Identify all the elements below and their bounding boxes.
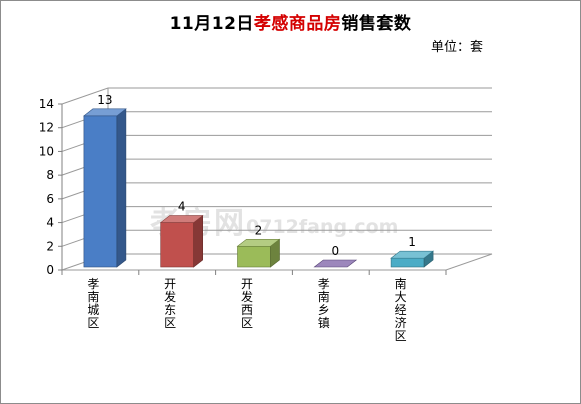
- gridline: [61, 182, 492, 200]
- bar: [159, 214, 204, 268]
- gridline: [61, 111, 492, 129]
- y-tick-label: 6: [46, 192, 54, 206]
- bars: [83, 108, 434, 268]
- y-tick-label: 0: [46, 263, 54, 277]
- bar-top: [83, 108, 127, 117]
- category-label: 孝南乡镇: [317, 277, 330, 330]
- title-suffix: 销售套数: [341, 14, 412, 34]
- bar-side: [116, 108, 127, 268]
- bar-top: [236, 238, 281, 247]
- data-label: 0: [331, 244, 339, 258]
- bar: [83, 108, 127, 268]
- y-tick-label: 2: [46, 239, 54, 253]
- bar-front: [160, 222, 194, 268]
- title-prefix: 11月12日: [169, 14, 254, 34]
- gridline: [61, 206, 492, 224]
- bar-top: [313, 259, 358, 268]
- bar-top: [159, 215, 204, 223]
- gridline: [61, 158, 492, 176]
- data-labels: 13 4 2 0 1: [97, 93, 416, 258]
- bar: [390, 250, 434, 268]
- bar: [236, 238, 281, 268]
- data-label: 1: [408, 235, 416, 249]
- category-label: 开发东区: [164, 277, 177, 330]
- y-tick-label: 4: [46, 216, 54, 230]
- y-tick-label: 10: [39, 144, 54, 158]
- bar-top: [390, 250, 434, 259]
- chart-title: 11月12日孝感商品房销售套数: [0, 9, 581, 34]
- title-highlight: 孝感商品房: [253, 14, 342, 34]
- category-label: 孝南城区: [87, 277, 100, 330]
- y-tick-label: 8: [46, 168, 54, 182]
- unit-label: 单位：套: [431, 40, 484, 55]
- category-label: 南大经济区: [394, 277, 407, 343]
- y-tick-label: 12: [39, 121, 54, 135]
- data-label: 13: [97, 93, 112, 107]
- gridline: [61, 134, 492, 152]
- y-tick-labels: 0 2 4 6 8 10 12 14: [39, 97, 54, 277]
- y-tick-label: 14: [39, 97, 54, 111]
- bar-front: [83, 115, 118, 268]
- data-label: 2: [255, 223, 263, 237]
- watermark-sub: 0712fang.com: [246, 216, 399, 238]
- bar-side: [193, 214, 203, 268]
- gridline: [61, 87, 492, 105]
- category-label: 开发西区: [240, 277, 253, 330]
- bar-front: [237, 245, 271, 268]
- data-label: 4: [178, 200, 186, 214]
- bar: [313, 259, 358, 268]
- bar-front: [390, 257, 425, 268]
